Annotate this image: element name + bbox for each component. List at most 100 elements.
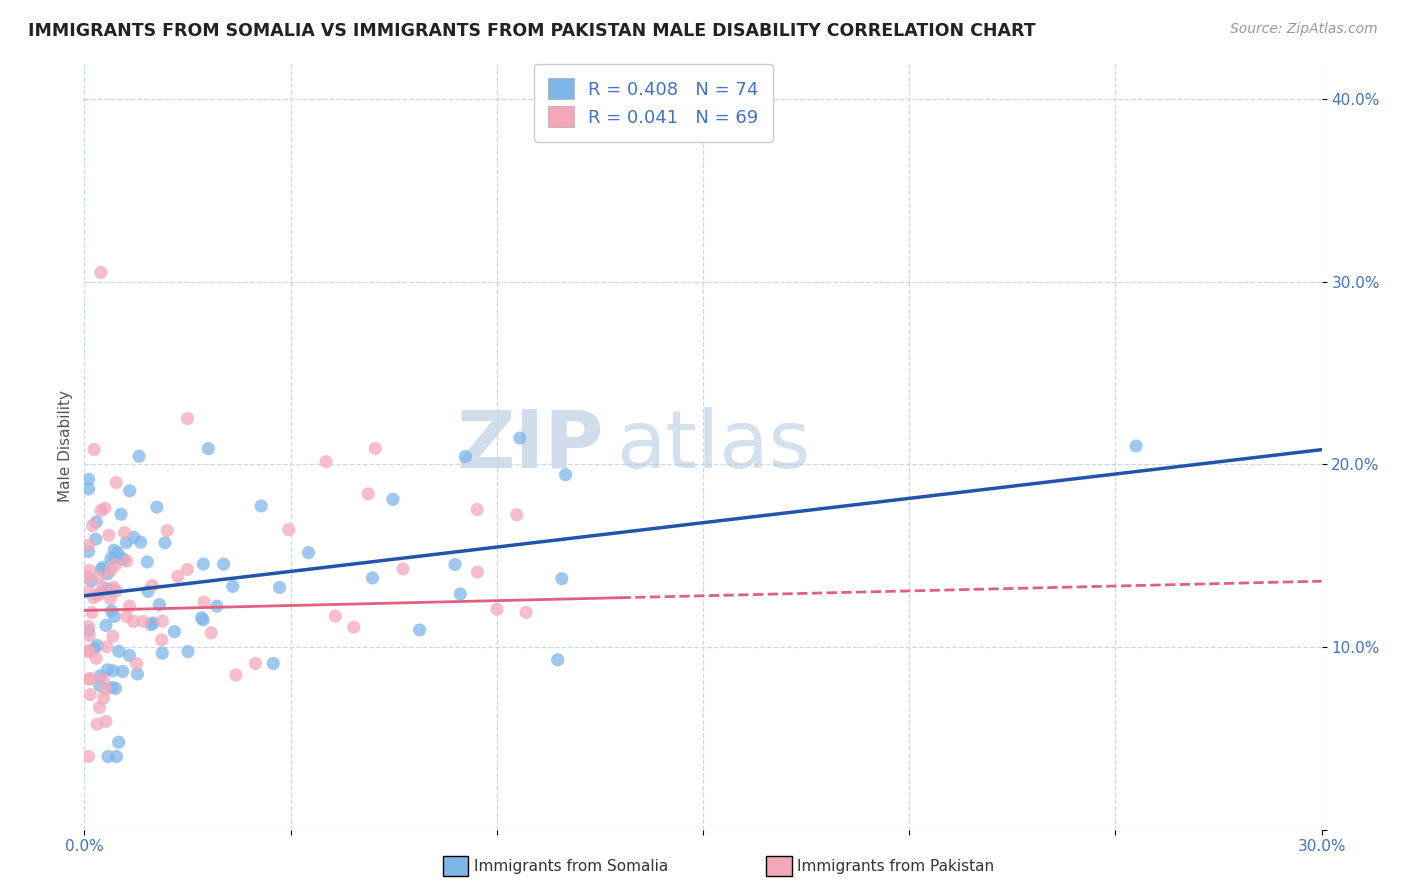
- Point: [323, 609, 346, 624]
- Point: [94, 501, 117, 516]
- Point: [89, 586, 111, 600]
- Point: [104, 558, 127, 572]
- Point: [86, 639, 108, 653]
- Point: [361, 571, 384, 585]
- Y-axis label: Male Disability: Male Disability: [58, 390, 73, 502]
- Point: [193, 557, 215, 571]
- Point: [77, 570, 100, 584]
- Point: [136, 555, 159, 569]
- Point: [103, 609, 125, 624]
- Point: [93, 691, 115, 706]
- Point: [77, 482, 100, 496]
- Point: [197, 442, 219, 456]
- Point: [381, 492, 404, 507]
- Point: [77, 619, 100, 633]
- Point: [107, 545, 129, 559]
- Point: [408, 623, 430, 637]
- Point: [269, 581, 291, 595]
- Point: [94, 682, 117, 697]
- Point: [146, 500, 169, 514]
- Point: [115, 609, 138, 624]
- Point: [110, 551, 132, 566]
- Point: [449, 587, 471, 601]
- Point: [315, 455, 337, 469]
- Point: [485, 602, 508, 616]
- Point: [105, 749, 128, 764]
- Point: [84, 515, 107, 529]
- Point: [77, 584, 100, 599]
- Point: [84, 651, 107, 665]
- Point: [77, 544, 100, 558]
- Point: [77, 563, 100, 577]
- Point: [77, 643, 100, 657]
- Point: [77, 624, 100, 638]
- Point: [77, 749, 100, 764]
- Point: [392, 562, 415, 576]
- Point: [357, 487, 380, 501]
- Point: [509, 431, 531, 445]
- Point: [129, 535, 152, 549]
- Point: [277, 523, 299, 537]
- Point: [101, 681, 124, 695]
- Point: [79, 688, 101, 702]
- Point: [101, 664, 124, 678]
- Point: [83, 641, 105, 656]
- Point: [103, 580, 125, 594]
- Point: [90, 562, 112, 576]
- Point: [125, 657, 148, 671]
- Point: [83, 442, 105, 457]
- Point: [96, 566, 118, 581]
- Point: [191, 613, 214, 627]
- Point: [364, 442, 387, 456]
- Point: [454, 450, 477, 464]
- Point: [96, 582, 118, 596]
- Point: [515, 605, 537, 619]
- Point: [86, 589, 108, 603]
- Text: IMMIGRANTS FROM SOMALIA VS IMMIGRANTS FROM PAKISTAN MALE DISABILITY CORRELATION : IMMIGRANTS FROM SOMALIA VS IMMIGRANTS FR…: [28, 22, 1036, 40]
- Point: [176, 411, 198, 425]
- Point: [150, 614, 173, 628]
- Point: [250, 499, 273, 513]
- Point: [150, 632, 173, 647]
- Point: [153, 535, 176, 549]
- Point: [150, 646, 173, 660]
- Point: [110, 507, 132, 521]
- Point: [96, 663, 118, 677]
- Point: [98, 591, 121, 606]
- Point: [77, 672, 100, 686]
- Point: [101, 629, 124, 643]
- Point: [83, 591, 105, 605]
- Point: [94, 618, 117, 632]
- Point: [128, 450, 150, 464]
- Point: [97, 528, 120, 542]
- Point: [127, 667, 149, 681]
- Point: [77, 629, 100, 643]
- Point: [1125, 439, 1147, 453]
- Point: [193, 595, 215, 609]
- Point: [136, 584, 159, 599]
- Point: [554, 467, 576, 482]
- Point: [343, 620, 366, 634]
- Point: [551, 572, 574, 586]
- Point: [122, 615, 145, 629]
- Point: [297, 546, 319, 560]
- Point: [176, 562, 198, 576]
- Point: [112, 552, 135, 566]
- Point: [212, 557, 235, 571]
- Point: [100, 564, 122, 578]
- Point: [89, 668, 111, 682]
- Point: [156, 524, 179, 538]
- Point: [200, 625, 222, 640]
- Text: Immigrants from Somalia: Immigrants from Somalia: [474, 859, 668, 873]
- Point: [105, 475, 128, 490]
- Point: [166, 569, 188, 583]
- Point: [103, 543, 125, 558]
- Point: [105, 583, 128, 598]
- Point: [467, 565, 489, 579]
- Point: [465, 502, 488, 516]
- Point: [222, 579, 245, 593]
- Point: [148, 598, 170, 612]
- Point: [141, 578, 163, 592]
- Point: [86, 717, 108, 731]
- Text: Immigrants from Pakistan: Immigrants from Pakistan: [797, 859, 994, 873]
